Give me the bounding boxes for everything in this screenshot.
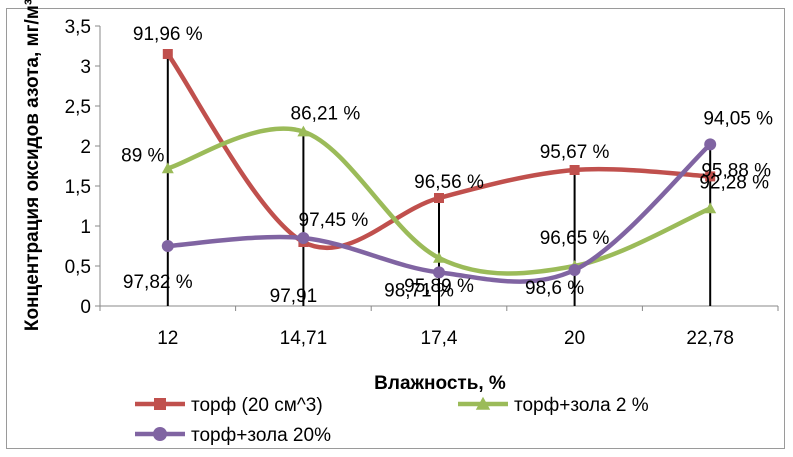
series-1-point — [569, 165, 580, 175]
series-2-data-label: 92,28 % — [699, 172, 769, 193]
legend-item: торф+зола 20% — [135, 425, 331, 446]
series-3-point — [161, 240, 174, 252]
x-tick-label: 12 — [157, 328, 178, 349]
series-2-point — [433, 252, 445, 263]
series-2-point — [161, 162, 174, 174]
series-2-line — [167, 126, 712, 276]
series-2-data-label: 96,65 % — [540, 228, 610, 249]
series-1-point — [705, 171, 716, 182]
series-1-data-label: 97,91 — [270, 286, 318, 307]
series-1-point — [162, 49, 173, 59]
series-3-data-label: 98,71 % — [384, 280, 454, 301]
series-3-data-label: 94,05 % — [703, 108, 773, 129]
y-tick-label: 2,5 — [65, 97, 91, 118]
y-tick-label: 0,5 — [65, 257, 91, 278]
legend-item: торф (20 см^3) — [135, 395, 323, 416]
x-tick-label: 14,71 — [280, 328, 328, 349]
series-3-point — [433, 266, 445, 279]
series-2-data-label: 89 % — [121, 145, 164, 166]
series-1-data-label: 95,88 % — [701, 160, 771, 181]
x-axis-title: Влажность, % — [374, 373, 506, 394]
chart-frame — [6, 8, 785, 449]
series-2-data-label: 95,89 % — [404, 276, 474, 297]
x-tick-label: 20 — [564, 328, 585, 349]
legend-label: торф+зола 2 % — [514, 395, 649, 416]
x-tick-label: 17,4 — [421, 328, 458, 349]
legend-marker — [153, 427, 167, 441]
series-1-data-label: 96,56 % — [414, 172, 484, 193]
legend-marker — [475, 396, 491, 410]
legend-item: торф+зола 2 % — [458, 395, 649, 416]
series-3-point — [568, 264, 581, 276]
y-tick-label: 2 — [80, 137, 91, 158]
series-3-point — [704, 138, 717, 151]
series-1-line — [165, 52, 711, 250]
series-1-data-label: 95,67 % — [540, 142, 610, 163]
series-2-data-label: 86,21 % — [291, 104, 361, 125]
y-axis-title: Концентрация оксидов азота, мг/м³ — [22, 0, 43, 331]
series-2-point — [704, 202, 717, 214]
x-tick-label: 22,78 — [686, 328, 734, 349]
series-3-point — [297, 232, 310, 244]
series-3-data-label: 97,82 % — [123, 272, 193, 293]
legend-marker — [154, 398, 166, 410]
y-tick-label: 1,5 — [65, 177, 91, 198]
legend-label: торф (20 см^3) — [191, 395, 323, 416]
series-2-point — [297, 125, 310, 137]
y-tick-label: 3 — [80, 57, 91, 78]
y-tick-label: 3,5 — [65, 17, 91, 38]
series-1-data-label: 91,96 % — [133, 24, 203, 45]
series-3-data-label: 97,45 % — [299, 210, 369, 231]
series-1-point — [434, 193, 444, 203]
series-3-data-label: 98,6 % — [525, 278, 584, 299]
y-tick-label: 0 — [80, 297, 91, 318]
y-tick-label: 1 — [80, 217, 91, 238]
legend-label: торф+зола 20% — [191, 425, 331, 446]
